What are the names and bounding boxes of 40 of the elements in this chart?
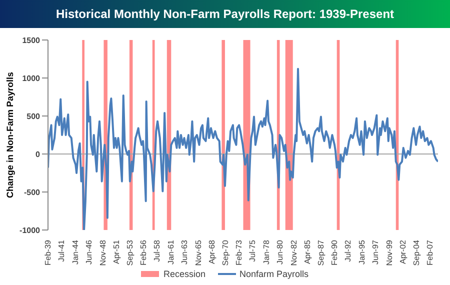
x-tick-label: Jul-41 xyxy=(57,239,66,262)
x-tick-label: Feb-56 xyxy=(139,239,148,266)
x-tick-label: Apr-68 xyxy=(207,239,216,264)
x-tick-label: Feb-73 xyxy=(234,239,244,266)
legend-label: Recession xyxy=(162,269,206,279)
x-tick-label: Nov-48 xyxy=(98,239,108,266)
x-tick-label: Apr-85 xyxy=(302,239,312,264)
x-tick-label: Jul-75 xyxy=(248,239,258,262)
x-tick-label: Sep-53 xyxy=(125,239,134,266)
y-axis-title: Change in Non-Farm Payrolls xyxy=(5,72,15,198)
x-tick-label: Apr-51 xyxy=(112,239,121,264)
y-tick-label: -500 xyxy=(24,188,41,197)
x-tick-label: Apr-02 xyxy=(398,239,408,264)
x-tick-label: Sep-70 xyxy=(220,239,230,266)
x-tick-label: Feb-90 xyxy=(330,239,340,266)
x-tick-label: Jun-63 xyxy=(180,239,190,264)
y-tick-label: 500 xyxy=(26,112,41,121)
chart-title: Historical Monthly Non-Farm Payrolls Report: 1939-Present xyxy=(0,0,450,28)
x-tick-label: Jul-92 xyxy=(344,239,353,262)
legend-label: Nonfarm Payrolls xyxy=(238,269,309,279)
x-tick-label: Sep-04 xyxy=(412,239,421,266)
x-tick-label: Jan-61 xyxy=(166,239,176,264)
x-tick-label: Jun-80 xyxy=(276,239,285,264)
x-tick-label: Jun-97 xyxy=(371,239,380,264)
y-tick-label: -1000 xyxy=(20,226,41,235)
x-tick-label: Jan-78 xyxy=(262,239,272,264)
x-tick-label: Jan-44 xyxy=(71,239,80,264)
x-tick-label: Nov-65 xyxy=(194,239,203,266)
x-tick-label: Nov-82 xyxy=(289,239,298,266)
x-tick-label: Sep-87 xyxy=(316,239,326,266)
y-tick-label: 1000 xyxy=(22,74,41,83)
x-tick-label: Jun-46 xyxy=(84,239,94,264)
y-tick-label: 1500 xyxy=(22,36,41,45)
x-tick-label: Jul-58 xyxy=(152,239,162,262)
y-tick-label: 0 xyxy=(36,150,41,159)
x-tick-label: Feb-07 xyxy=(426,239,435,266)
x-tick-label: Jan-95 xyxy=(358,239,367,264)
x-tick-label: Feb-39 xyxy=(44,239,52,266)
x-tick-label: Nov-99 xyxy=(384,239,394,266)
line-series xyxy=(48,68,438,230)
